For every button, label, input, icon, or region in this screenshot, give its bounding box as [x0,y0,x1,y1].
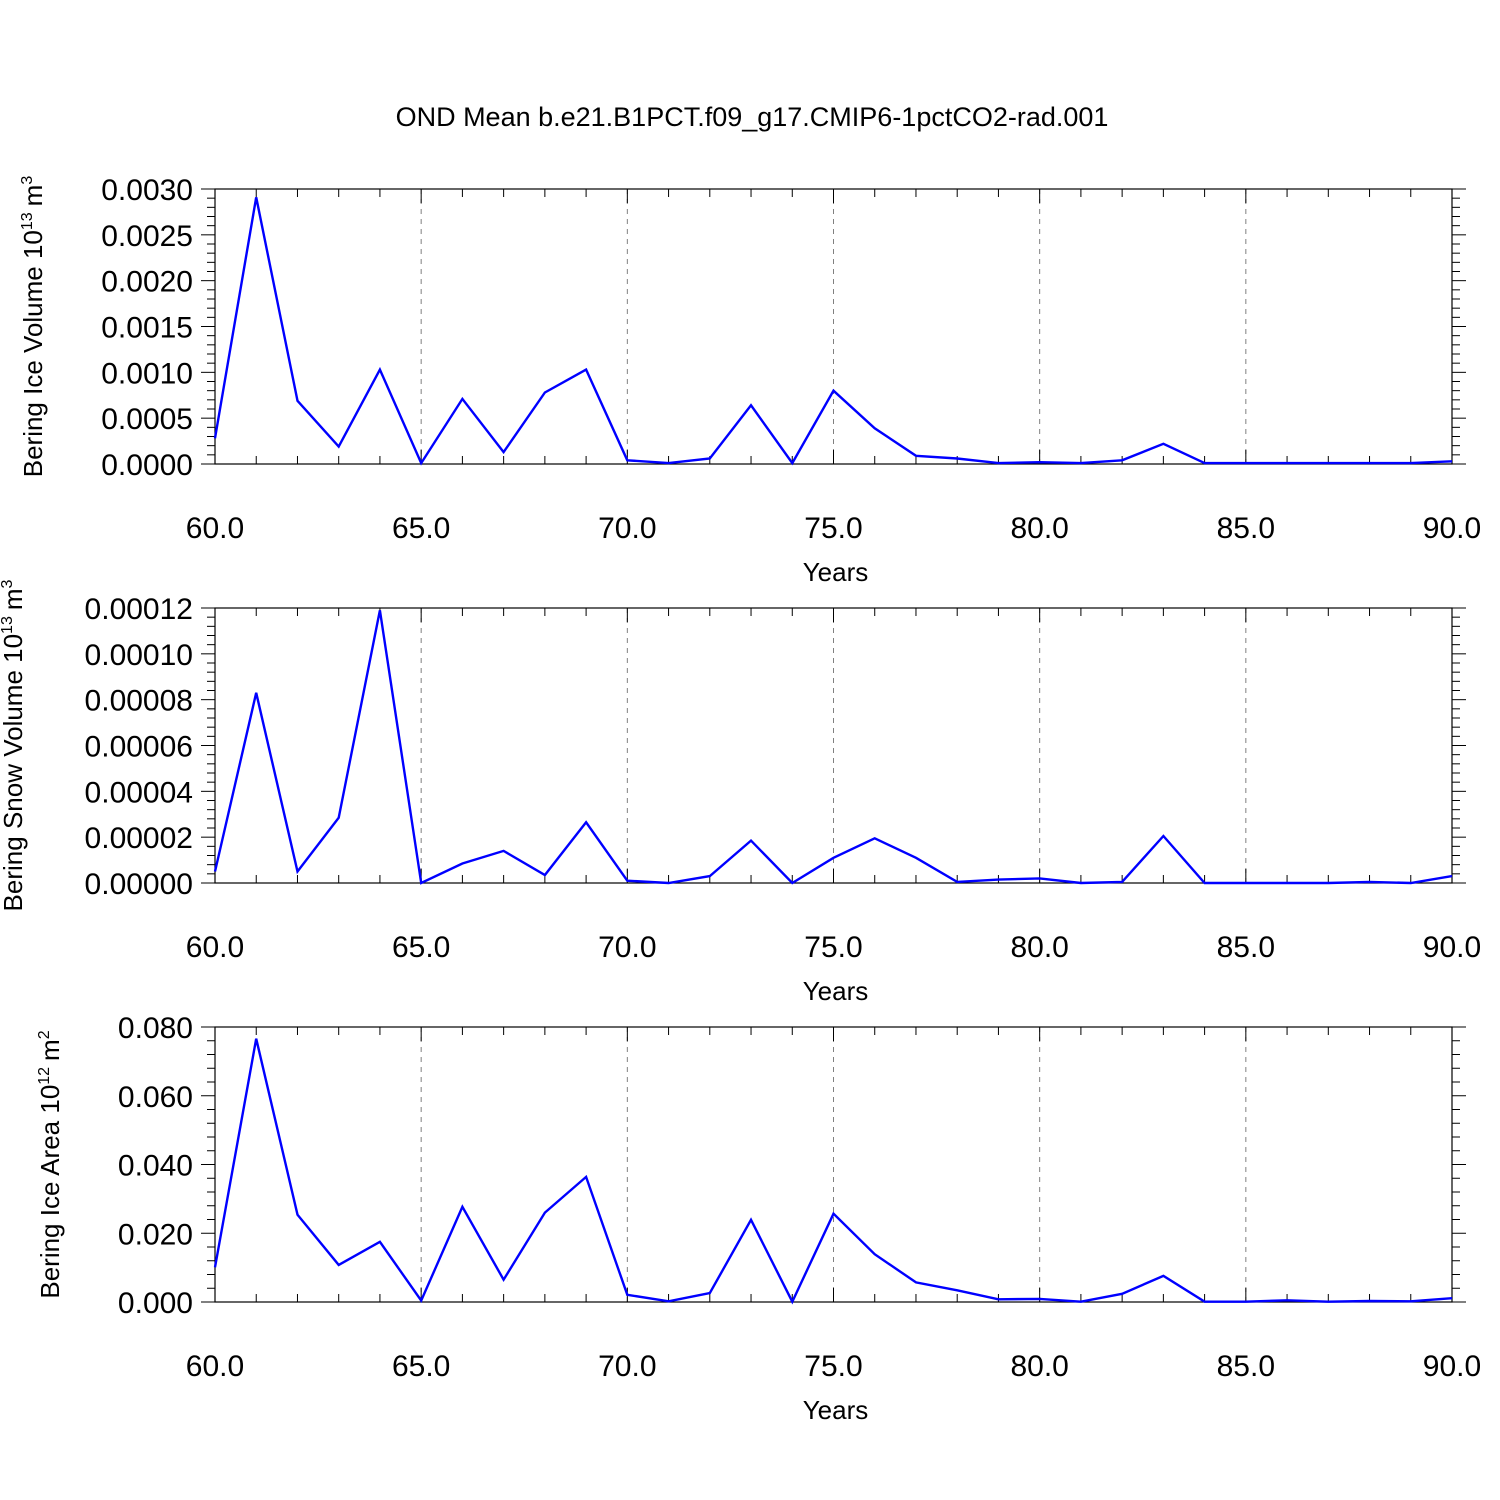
series-line [213,610,1453,885]
y-tick-label: 0.00002 [85,822,193,855]
x-tick-label: 75.0 [804,931,862,964]
y-axis-title-unit: m [18,185,48,207]
y-axis-title: Bering Ice Area 1012 m2 [35,1030,65,1298]
y-tick-label: 0.0025 [101,220,193,253]
x-tick-label: 60.0 [186,1350,244,1383]
y-tick-label: 0.00000 [85,868,193,901]
y-axis-title-exponent: 12 [36,1067,53,1085]
x-tick-label: 85.0 [1217,512,1275,545]
y-tick-label: 0.0030 [101,174,193,207]
x-tick-label: 80.0 [1010,931,1068,964]
x-tick-label: 70.0 [598,1350,656,1383]
y-axis-title-exponent: 13 [0,616,16,634]
y-axis-title: Bering Ice Volume 1013 m3 [18,176,48,478]
figure-title: OND Mean b.e21.B1PCT.f09_g17.CMIP6-1pctC… [396,102,1109,132]
y-tick-label: 0.0020 [101,266,193,299]
y-axis-title-unit-exponent: 2 [36,1030,53,1039]
y-tick-label: 0.0000 [101,449,193,482]
x-tick-label: 75.0 [804,512,862,545]
x-tick-label: 70.0 [598,931,656,964]
y-axis-title: Bering Snow Volume 1013 m3 [0,579,28,911]
chart-panel-1: 60.0 65.0 70.0 75.0 80.0 85.0 90.0 0.0000 0.0005… [18,174,1481,587]
y-tick-label: 0.00010 [85,639,193,672]
y-tick-label: 0.000 [118,1287,193,1320]
x-tick-label: 60.0 [186,512,244,545]
x-tick-label: 65.0 [392,1350,450,1383]
chart-panels: 60.0 65.0 70.0 75.0 80.0 85.0 90.0 0.0000 0.0005… [0,174,1481,1425]
y-axis-title-unit: m [0,588,28,610]
y-tick-label: 0.00008 [85,685,193,718]
y-tick-label: 0.0010 [101,357,193,390]
y-axis-title-unit-exponent: 3 [0,579,16,588]
y-axis-title-unit: m [35,1039,65,1061]
series-line [213,1038,1453,1305]
x-tick-label: 80.0 [1010,512,1068,545]
x-axis-title: Years [803,557,869,587]
y-axis-title-unit-exponent: 3 [19,176,36,185]
y-tick-label: 0.060 [118,1081,193,1114]
x-tick-label: 85.0 [1217,931,1275,964]
x-tick-label: 90.0 [1423,512,1481,545]
x-tick-label: 65.0 [392,931,450,964]
y-tick-label: 0.0015 [101,312,193,345]
y-tick-label: 0.00004 [85,776,193,809]
x-tick-label: 75.0 [804,1350,862,1383]
y-axis-title-base: Bering Snow Volume 10 [0,634,28,912]
y-tick-label: 0.00012 [85,593,193,626]
y-axis-title-base: Bering Ice Area 10 [35,1085,65,1299]
y-axis-title-exponent: 13 [19,212,36,230]
x-axis-title: Years [803,1395,869,1425]
x-tick-label: 85.0 [1217,1350,1275,1383]
x-axis-title: Years [803,976,869,1006]
y-tick-label: 0.0005 [101,403,193,436]
chart-panel-2: 60.0 65.0 70.0 75.0 80.0 85.0 90.0 0.00000 0.000… [0,579,1481,1006]
chart-panel-3: 60.0 65.0 70.0 75.0 80.0 85.0 90.0 0.000 0.020 0.… [35,1012,1481,1425]
x-tick-label: 90.0 [1423,1350,1481,1383]
x-tick-label: 90.0 [1423,931,1481,964]
series-line [213,197,1453,466]
y-tick-label: 0.080 [118,1012,193,1045]
y-tick-label: 0.020 [118,1218,193,1251]
y-tick-label: 0.040 [118,1150,193,1183]
x-tick-label: 60.0 [186,931,244,964]
x-tick-label: 70.0 [598,512,656,545]
y-tick-label: 0.00006 [85,731,193,764]
x-tick-label: 80.0 [1010,1350,1068,1383]
y-axis-title-base: Bering Ice Volume 10 [18,230,48,477]
x-tick-label: 65.0 [392,512,450,545]
